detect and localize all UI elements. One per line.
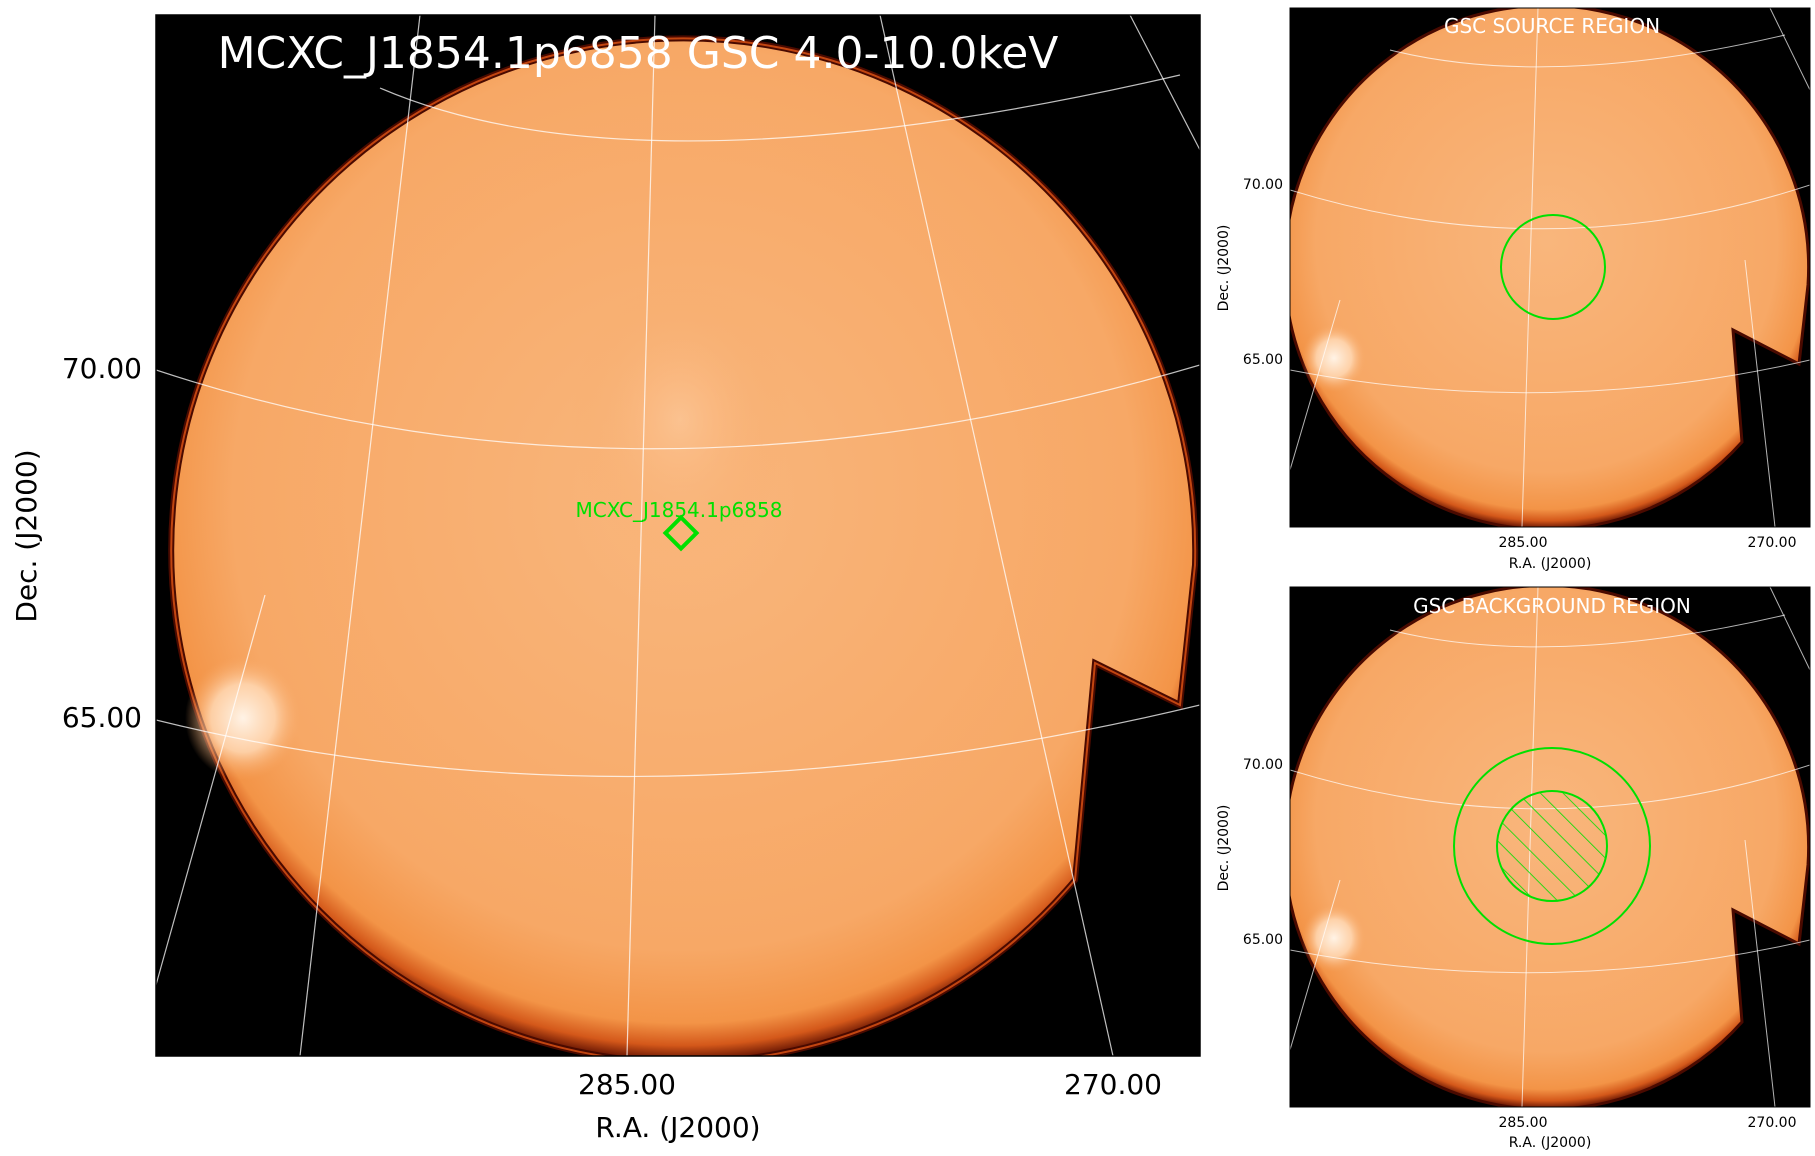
source-diamond-icon bbox=[662, 514, 700, 552]
main-exposure-map bbox=[168, 35, 1199, 1056]
main-xtick-270: 270.00 bbox=[1064, 1068, 1162, 1101]
source-xtick-270: 270.00 bbox=[1748, 535, 1797, 551]
bright-source-blob bbox=[185, 656, 301, 780]
background-panel-frame bbox=[1289, 586, 1811, 1108]
source-marker bbox=[662, 514, 700, 552]
source-exposure-map bbox=[1290, 8, 1810, 527]
background-xtick-285: 285.00 bbox=[1499, 1115, 1548, 1131]
source-xlabel: R.A. (J2000) bbox=[1509, 556, 1592, 572]
source-panel-frame bbox=[1289, 7, 1811, 528]
background-ytick-70: 70.00 bbox=[1243, 757, 1283, 773]
main-coordinate-grid bbox=[156, 15, 1200, 1056]
background-outer-circle bbox=[1453, 747, 1651, 945]
source-region-panel bbox=[1290, 8, 1810, 527]
main-xtick-285: 285.00 bbox=[578, 1068, 676, 1101]
source-ytick-65: 65.00 bbox=[1243, 352, 1283, 368]
background-region-panel bbox=[1290, 587, 1810, 1107]
background-excluded-hatched-circle bbox=[1496, 790, 1608, 902]
background-xlabel: R.A. (J2000) bbox=[1509, 1135, 1592, 1151]
source-label: MCXC_J1854.1p6858 bbox=[576, 498, 783, 522]
source-panel-bright-blob bbox=[1302, 324, 1366, 392]
source-xtick-285: 285.00 bbox=[1499, 535, 1548, 551]
background-xtick-270: 270.00 bbox=[1748, 1115, 1797, 1131]
main-xlabel: R.A. (J2000) bbox=[595, 1111, 760, 1144]
background-panel-title: GSC BACKGROUND REGION bbox=[1413, 594, 1691, 618]
main-ytick-65: 65.00 bbox=[62, 701, 142, 734]
source-panel-title: GSC SOURCE REGION bbox=[1444, 14, 1660, 38]
main-ytick-70: 70.00 bbox=[62, 352, 142, 385]
main-image-panel bbox=[156, 15, 1200, 1056]
background-ytick-65: 65.00 bbox=[1243, 932, 1283, 948]
main-title: MCXC_J1854.1p6858 GSC 4.0-10.0keV bbox=[218, 28, 1059, 79]
main-panel-frame bbox=[155, 14, 1201, 1057]
source-ytick-70: 70.00 bbox=[1243, 177, 1283, 193]
source-region-circle bbox=[1500, 214, 1606, 320]
background-ylabel: Dec. (J2000) bbox=[1216, 805, 1232, 892]
source-ylabel: Dec. (J2000) bbox=[1216, 225, 1232, 312]
main-ylabel: Dec. (J2000) bbox=[10, 449, 43, 622]
background-panel-bright-blob bbox=[1302, 904, 1366, 972]
source-coordinate-grid bbox=[1290, 8, 1810, 527]
